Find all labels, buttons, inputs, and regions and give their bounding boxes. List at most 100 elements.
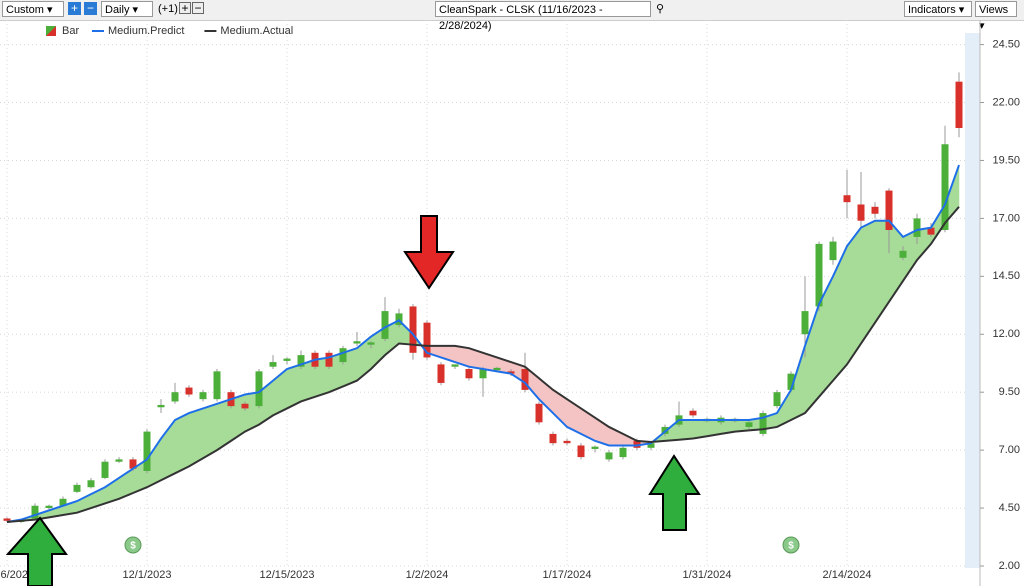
candle-body bbox=[535, 403, 543, 423]
future-zone bbox=[965, 33, 980, 568]
y-tick-label: 19.50 bbox=[992, 154, 1020, 166]
candle-body bbox=[479, 369, 487, 379]
candle-body bbox=[87, 480, 95, 488]
spread-fill bbox=[202, 403, 218, 459]
candle-body bbox=[31, 505, 39, 519]
legend: Bar Medium.Predict Medium.Actual bbox=[46, 25, 293, 37]
candle-body bbox=[73, 484, 81, 492]
candle-body bbox=[605, 452, 613, 460]
candle-body bbox=[927, 227, 935, 235]
range-select[interactable]: Custom ▾ bbox=[2, 1, 64, 17]
chart: 2.00 4.50 7.00 9.50 12.00 14.50 17.00 19.50 22.0… bbox=[0, 20, 1020, 586]
candle-body bbox=[115, 459, 123, 462]
y-tick-label: 7.00 bbox=[999, 444, 1020, 456]
symbol-box[interactable]: CleanSpark - CLSK (11/16/2023 - 2/28/202… bbox=[435, 1, 651, 32]
y-tick-label: 4.50 bbox=[999, 502, 1020, 514]
candle-body bbox=[563, 440, 571, 444]
candle-body bbox=[885, 190, 893, 230]
indicators: Indicators bbox=[908, 4, 956, 16]
x-tick-label: 11/16/2023 bbox=[0, 569, 34, 581]
y-tick-label: 12.00 bbox=[992, 328, 1020, 340]
candle-body bbox=[871, 206, 879, 214]
candle-body bbox=[59, 498, 67, 506]
spread-fill bbox=[874, 220, 890, 324]
candle-body bbox=[129, 459, 137, 469]
candle-body bbox=[325, 352, 333, 367]
candle-body bbox=[899, 250, 907, 258]
minus[interactable]: − bbox=[192, 2, 204, 14]
indicators-select[interactable]: Indicators ▾ bbox=[904, 1, 972, 17]
candle-body bbox=[157, 404, 165, 408]
candle-body bbox=[633, 440, 641, 448]
candle-body bbox=[143, 431, 151, 471]
y-tick-label: 22.00 bbox=[992, 96, 1020, 108]
plus[interactable]: + bbox=[179, 2, 191, 14]
y-tick-label: 14.50 bbox=[992, 270, 1020, 282]
candle-body bbox=[591, 446, 599, 449]
candle-body bbox=[451, 364, 459, 367]
candle-body bbox=[815, 243, 823, 307]
candle-body bbox=[619, 447, 627, 458]
candle-body bbox=[339, 348, 347, 363]
candle-body bbox=[507, 371, 515, 374]
views: Views bbox=[979, 4, 1009, 16]
offset: (+1) bbox=[158, 3, 178, 15]
event-label: $ bbox=[130, 541, 136, 552]
x-tick-label: 1/31/2024 bbox=[683, 569, 732, 581]
candle-body bbox=[773, 392, 781, 407]
x-tick-label: 2/14/2024 bbox=[823, 569, 872, 581]
candle-body bbox=[465, 369, 473, 379]
views-select[interactable]: Views ▾ bbox=[975, 1, 1017, 32]
candle-body bbox=[647, 443, 655, 448]
candle-body bbox=[689, 410, 697, 416]
candle-body bbox=[171, 392, 179, 402]
candle-body bbox=[843, 195, 851, 203]
y-tick-label: 9.50 bbox=[999, 386, 1020, 398]
candle-body bbox=[577, 445, 585, 458]
candle-body bbox=[857, 204, 865, 221]
candle-body bbox=[367, 342, 375, 345]
candle-body bbox=[255, 371, 263, 407]
series-line bbox=[6, 206, 960, 523]
period: Daily bbox=[105, 4, 130, 16]
x-tick-label: 12/15/2023 bbox=[259, 569, 314, 581]
candle-body bbox=[283, 358, 291, 361]
candle-body bbox=[45, 505, 53, 509]
arrows bbox=[5, 215, 701, 586]
legend-label: Medium.Actual bbox=[220, 25, 293, 37]
up-arrow bbox=[648, 454, 701, 531]
candle-body bbox=[521, 369, 529, 390]
series-line bbox=[6, 164, 960, 523]
zoom-in[interactable]: + bbox=[68, 2, 81, 15]
range: Custom bbox=[6, 4, 44, 16]
y-tick-label: 24.50 bbox=[992, 38, 1020, 50]
event-icon bbox=[124, 536, 142, 554]
candle-body bbox=[297, 355, 305, 367]
candle-body bbox=[101, 461, 109, 478]
candle-body bbox=[941, 144, 949, 230]
candle-body bbox=[353, 341, 361, 344]
candle-body bbox=[3, 518, 11, 521]
candle-body bbox=[213, 371, 221, 400]
period-select[interactable]: Daily ▾ bbox=[101, 1, 153, 17]
candle-body bbox=[269, 362, 277, 367]
candle-body bbox=[955, 81, 963, 129]
candle-body bbox=[745, 422, 753, 427]
candle-body bbox=[913, 218, 921, 237]
candle-body bbox=[381, 311, 389, 339]
candle-body bbox=[437, 364, 445, 383]
search-icon[interactable]: ⚲ bbox=[656, 3, 665, 15]
candle-body bbox=[241, 403, 249, 409]
spread-fill bbox=[832, 246, 848, 382]
zoom-out[interactable]: − bbox=[84, 2, 97, 15]
down-arrow bbox=[403, 215, 455, 290]
legend-label: Medium.Predict bbox=[108, 25, 184, 37]
toolbar: Custom ▾ + − Daily ▾ (+1) + − CleanSpark… bbox=[0, 0, 1024, 32]
symbol: CleanSpark - CLSK (11/16/2023 - 2/28/202… bbox=[439, 4, 603, 32]
candle-body bbox=[409, 306, 417, 353]
spread-fill bbox=[174, 412, 190, 474]
candle-body bbox=[759, 413, 767, 434]
event-label: $ bbox=[788, 541, 794, 552]
y-tick-label: 2.00 bbox=[999, 560, 1020, 572]
